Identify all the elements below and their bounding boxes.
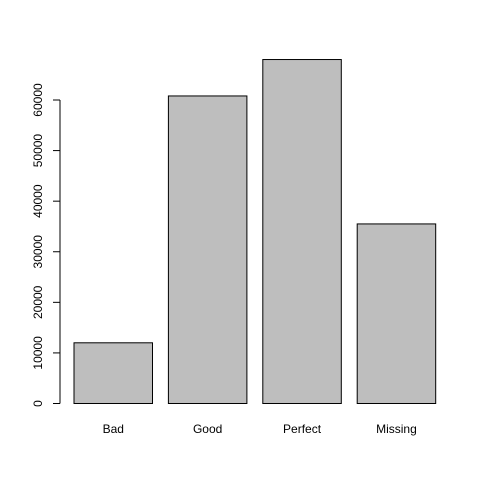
y-tick-label: 30000 [31,235,45,269]
x-tick-label-missing: Missing [376,422,417,436]
y-tick-label: 50000 [31,134,45,168]
y-tick-label: 60000 [31,83,45,117]
y-axis: 0 10000 20000 30000 40000 50000 60000 [31,83,61,407]
x-tick-label-bad: Bad [103,422,124,436]
bar-good [167,95,248,404]
y-tick-label: 20000 [31,285,45,319]
x-axis-labels: Bad Good Perfect Missing [103,422,417,436]
bar-missing [356,223,437,404]
bar-perfect [262,59,342,405]
x-tick-label-good: Good [193,422,222,436]
y-tick-label: 10000 [31,336,45,370]
bar-bad [73,342,153,404]
bars-group [73,59,437,405]
x-tick-label-perfect: Perfect [283,422,322,436]
y-tick-label: 40000 [31,184,45,218]
y-tick-label: 0 [31,400,45,407]
